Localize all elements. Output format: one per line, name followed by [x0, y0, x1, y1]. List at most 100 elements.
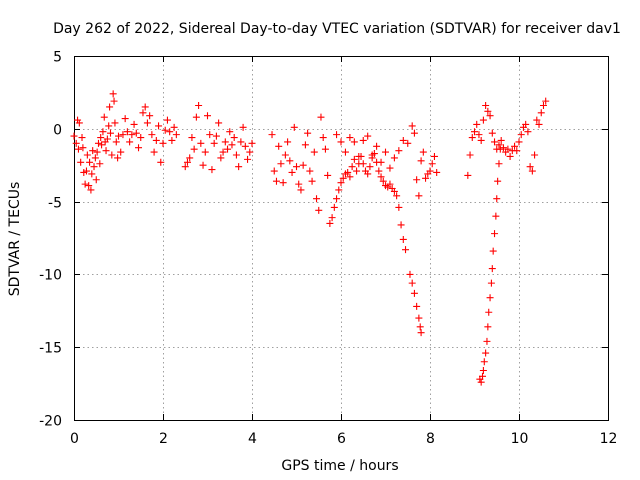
data-point	[143, 119, 151, 127]
data-point	[70, 132, 78, 140]
data-point	[417, 157, 425, 165]
data-point	[148, 131, 156, 139]
data-point	[355, 152, 363, 160]
data-point	[333, 195, 341, 203]
data-point	[513, 147, 521, 155]
data-point	[290, 123, 298, 131]
data-point	[495, 141, 503, 149]
data-point	[152, 136, 160, 144]
x-axis-label: GPS time / hours	[281, 458, 398, 474]
data-point	[239, 123, 247, 131]
data-point	[489, 247, 497, 255]
data-point	[344, 168, 352, 176]
data-point	[123, 128, 131, 136]
data-point	[170, 123, 178, 131]
data-point	[319, 134, 327, 142]
data-point	[386, 180, 394, 188]
data-point	[494, 177, 502, 185]
data-point	[422, 174, 430, 182]
data-point	[103, 135, 111, 143]
data-point	[364, 132, 372, 140]
data-point	[284, 138, 292, 146]
data-point	[473, 120, 481, 128]
data-point	[368, 151, 376, 159]
data-point	[522, 120, 530, 128]
data-point	[485, 308, 493, 316]
data-point	[315, 206, 323, 214]
data-point	[495, 160, 503, 168]
x-tick-label: 12	[600, 431, 618, 447]
data-point	[75, 119, 83, 127]
data-point	[464, 171, 472, 179]
data-point	[511, 142, 519, 150]
data-point	[81, 180, 89, 188]
data-point	[426, 167, 434, 175]
data-point	[137, 134, 145, 142]
data-point	[479, 372, 487, 380]
data-point	[399, 235, 407, 243]
data-point	[166, 128, 174, 136]
data-point	[480, 358, 488, 366]
data-point	[404, 139, 412, 147]
data-point	[99, 128, 107, 136]
data-point	[199, 161, 207, 169]
data-point	[119, 131, 127, 139]
data-point	[121, 115, 129, 123]
data-point	[78, 134, 86, 142]
data-point	[188, 134, 196, 142]
data-point	[159, 139, 167, 147]
data-point	[304, 129, 312, 137]
y-axis: 5 0 -5 -10 -15 -20	[39, 50, 608, 430]
data-point	[428, 160, 436, 168]
data-point	[333, 131, 341, 139]
data-point	[111, 119, 119, 127]
data-point	[471, 128, 478, 136]
data-point	[348, 163, 356, 171]
data-point	[97, 134, 105, 142]
data-point	[492, 212, 500, 220]
data-point	[204, 112, 211, 120]
data-point	[295, 180, 303, 188]
data-point	[215, 119, 223, 127]
data-point	[335, 186, 343, 194]
data-point	[386, 164, 394, 172]
data-point	[377, 173, 385, 181]
data-point	[375, 167, 383, 175]
data-point	[483, 337, 491, 345]
y-tick-label: -20	[39, 414, 62, 430]
data-point	[135, 144, 143, 152]
y-tick-label: 0	[53, 123, 62, 139]
data-point	[413, 302, 421, 310]
data-point	[224, 145, 232, 153]
data-point	[219, 148, 227, 156]
data-point	[114, 154, 122, 162]
data-point	[537, 109, 545, 117]
data-point	[419, 148, 427, 156]
data-point	[112, 138, 120, 146]
data-point	[482, 349, 490, 357]
data-point	[475, 131, 483, 139]
data-point	[212, 132, 220, 140]
data-point	[479, 366, 487, 374]
data-point	[491, 138, 499, 146]
data-point	[337, 179, 345, 187]
y-tick-label: 5	[53, 50, 62, 66]
data-point	[328, 214, 336, 222]
data-point	[232, 151, 240, 159]
data-point	[230, 134, 238, 142]
x-tick-label: 8	[426, 431, 435, 447]
x-tick-label: 4	[248, 431, 257, 447]
data-point	[415, 314, 423, 322]
data-point	[373, 142, 381, 150]
data-point	[115, 132, 122, 140]
data-point	[72, 139, 80, 147]
data-point	[533, 116, 541, 124]
data-point	[410, 129, 418, 137]
data-point	[497, 136, 505, 144]
data-point	[85, 182, 93, 190]
data-point	[408, 279, 416, 287]
data-point	[106, 129, 114, 137]
data-point	[310, 148, 318, 156]
data-point	[433, 168, 441, 176]
